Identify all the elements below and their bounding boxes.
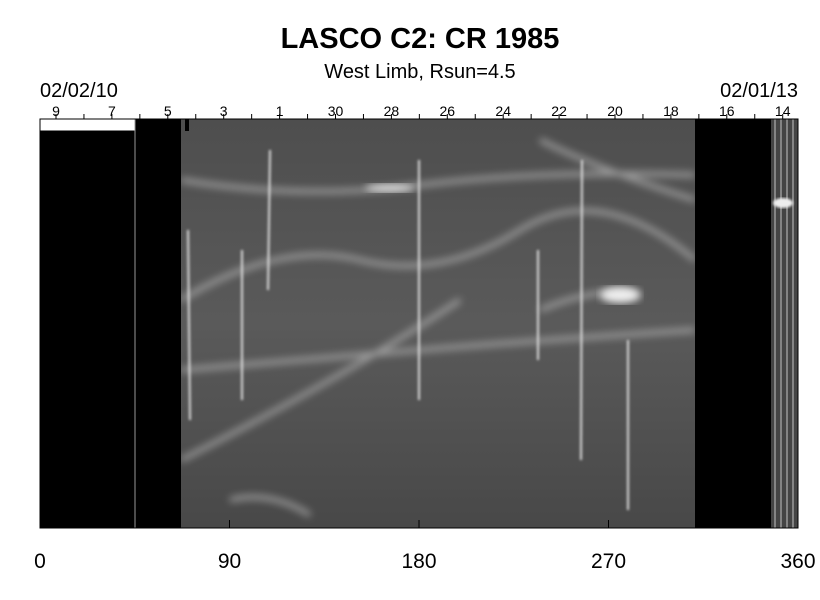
x-tick-label: 0 [34,550,46,573]
day-label: 9 [52,103,60,119]
day-label: 5 [164,103,172,119]
map-image [39,118,799,529]
chart-title: LASCO C2: CR 1985 [281,23,560,55]
day-label: 1 [276,103,284,119]
day-label: 18 [663,103,679,119]
x-tick-label: 180 [401,550,436,573]
day-label: 16 [719,103,735,119]
day-label: 24 [495,103,511,119]
day-label: 22 [551,103,567,119]
day-label: 26 [440,103,456,119]
chart-subtitle: West Limb, Rsun=4.5 [324,61,515,83]
x-tick-label: 360 [780,550,815,573]
day-label: 30 [328,103,344,119]
day-label: 20 [607,103,623,119]
day-label: 28 [384,103,400,119]
x-tick-label: 270 [591,550,626,573]
end-date: 02/01/13 [720,80,798,102]
day-label: 14 [775,103,791,119]
x-tick-label: 90 [218,550,241,573]
start-date: 02/02/10 [40,80,118,102]
day-label: 7 [108,103,116,119]
day-label: 3 [220,103,228,119]
